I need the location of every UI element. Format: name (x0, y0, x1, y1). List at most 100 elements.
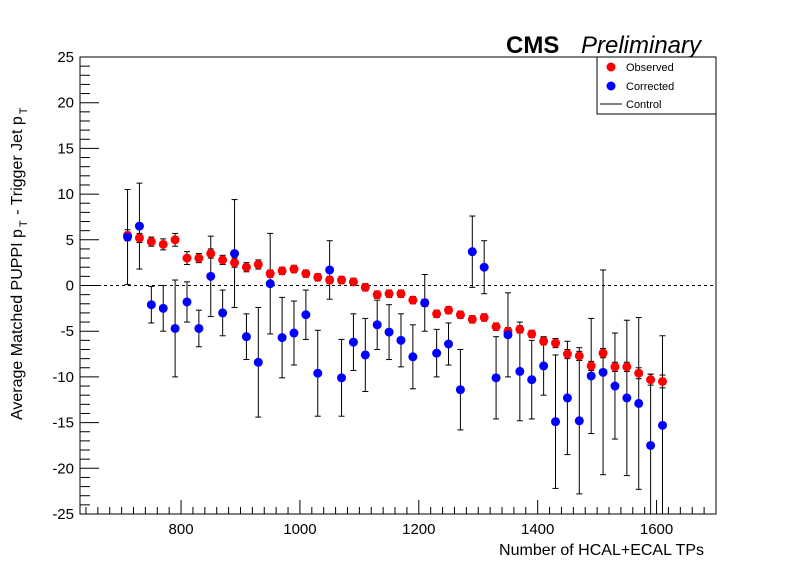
observed-point (194, 253, 204, 263)
observed-point (527, 329, 537, 339)
y-tick-label: 20 (57, 95, 74, 112)
observed-point (158, 239, 168, 249)
observed-point (348, 277, 358, 287)
observed-point (444, 305, 454, 315)
corrected-point (646, 440, 656, 450)
corrected-point (539, 361, 549, 371)
observed-point (325, 275, 335, 285)
corrected-point (218, 308, 228, 318)
legend-observed-label: Observed (626, 62, 674, 74)
legend-observed-marker (606, 62, 616, 72)
observed-point (170, 235, 180, 245)
corrected-point (408, 352, 418, 362)
corrected-point (194, 323, 204, 333)
legend: Observed Corrected Control (596, 56, 717, 115)
corrected-point (455, 385, 465, 395)
observed-point (491, 322, 501, 332)
y-tick-label: 5 (66, 232, 74, 249)
observed-point (658, 376, 668, 386)
observed-point (432, 309, 442, 319)
corrected-point (396, 335, 406, 345)
y-axis-title: Average Matched PUPPI p T - Trigger Jet p… (9, 107, 30, 420)
corrected-point (253, 357, 263, 367)
corrected-point (123, 232, 133, 242)
corrected-point (658, 420, 668, 430)
corrected-point (230, 249, 240, 259)
corrected-point (562, 393, 572, 403)
observed-point (337, 275, 347, 285)
y-title-sub-2: T (18, 107, 30, 114)
corrected-point (146, 300, 156, 310)
corrected-point (325, 265, 335, 275)
corrected-point (241, 332, 251, 342)
corrected-point (277, 333, 287, 343)
observed-point (574, 351, 584, 361)
legend-corrected-label: Corrected (626, 81, 674, 93)
observed-point (301, 269, 311, 279)
observed-point (230, 258, 240, 268)
corrected-point (182, 297, 192, 307)
corrected-point (634, 398, 644, 408)
y-tick-label: 10 (57, 186, 74, 203)
observed-point (396, 289, 406, 299)
corrected-point (301, 310, 311, 320)
corrected-point (515, 366, 525, 376)
corrected-point (574, 416, 584, 426)
observed-point (218, 255, 228, 265)
corrected-point (610, 381, 620, 391)
y-title-part-2: - Trigger Jet p (9, 116, 26, 219)
observed-point (277, 266, 287, 276)
observed-point (622, 362, 632, 372)
x-tick-label: 1200 (402, 521, 435, 538)
corrected-point (551, 417, 561, 427)
observed-point (562, 349, 572, 359)
observed-point (265, 269, 275, 279)
x-tick-label: 1600 (640, 521, 673, 538)
observed-point (206, 249, 216, 259)
legend-corrected-marker (606, 81, 616, 91)
observed-point (384, 289, 394, 299)
observed-point (634, 368, 644, 378)
corrected-point (360, 350, 370, 360)
observed-point (241, 262, 251, 272)
observed-point (182, 253, 192, 263)
observed-point (313, 272, 323, 282)
observed-point (134, 233, 144, 243)
y-title-sub-1: T (18, 220, 30, 227)
axes: 800 1000 1200 1400 1600 -25 -20 -15 -10 -5 0 5 10 15 2… (52, 49, 717, 538)
corrected-point (372, 320, 382, 330)
observed-point (455, 310, 465, 320)
corrected-point (384, 327, 394, 337)
legend-control-label: Control (626, 99, 661, 111)
x-tick-label: 1000 (283, 521, 316, 538)
observed-point (551, 338, 561, 348)
corrected-point (491, 373, 501, 383)
corrected-point (444, 339, 454, 349)
observed-point (610, 362, 620, 372)
y-tick-label: 25 (57, 49, 74, 66)
observed-point (146, 237, 156, 247)
y-tick-label: 15 (57, 140, 74, 157)
y-tick-label: -10 (52, 369, 74, 386)
corrected-point (432, 348, 442, 358)
corrected-point (348, 337, 358, 347)
cms-label: CMS (506, 32, 559, 59)
observed-point (539, 336, 549, 346)
corrected-point (467, 247, 477, 257)
y-tick-label: 0 (66, 278, 74, 295)
corrected-point (265, 279, 275, 289)
observed-point (360, 282, 370, 292)
y-tick-label: -15 (52, 415, 74, 432)
observed-point (479, 312, 489, 322)
y-tick-label: -20 (52, 460, 74, 477)
corrected-point (337, 373, 347, 383)
corrected-point (586, 371, 596, 381)
x-tick-label: 1400 (521, 521, 554, 538)
corrected-point (289, 328, 299, 338)
observed-point (515, 324, 525, 334)
x-axis-title: Number of HCAL+ECAL TPs (499, 542, 704, 559)
y-title-part-1: Average Matched PUPPI p (9, 229, 26, 420)
observed-point (372, 290, 382, 300)
observed-point (646, 375, 656, 385)
